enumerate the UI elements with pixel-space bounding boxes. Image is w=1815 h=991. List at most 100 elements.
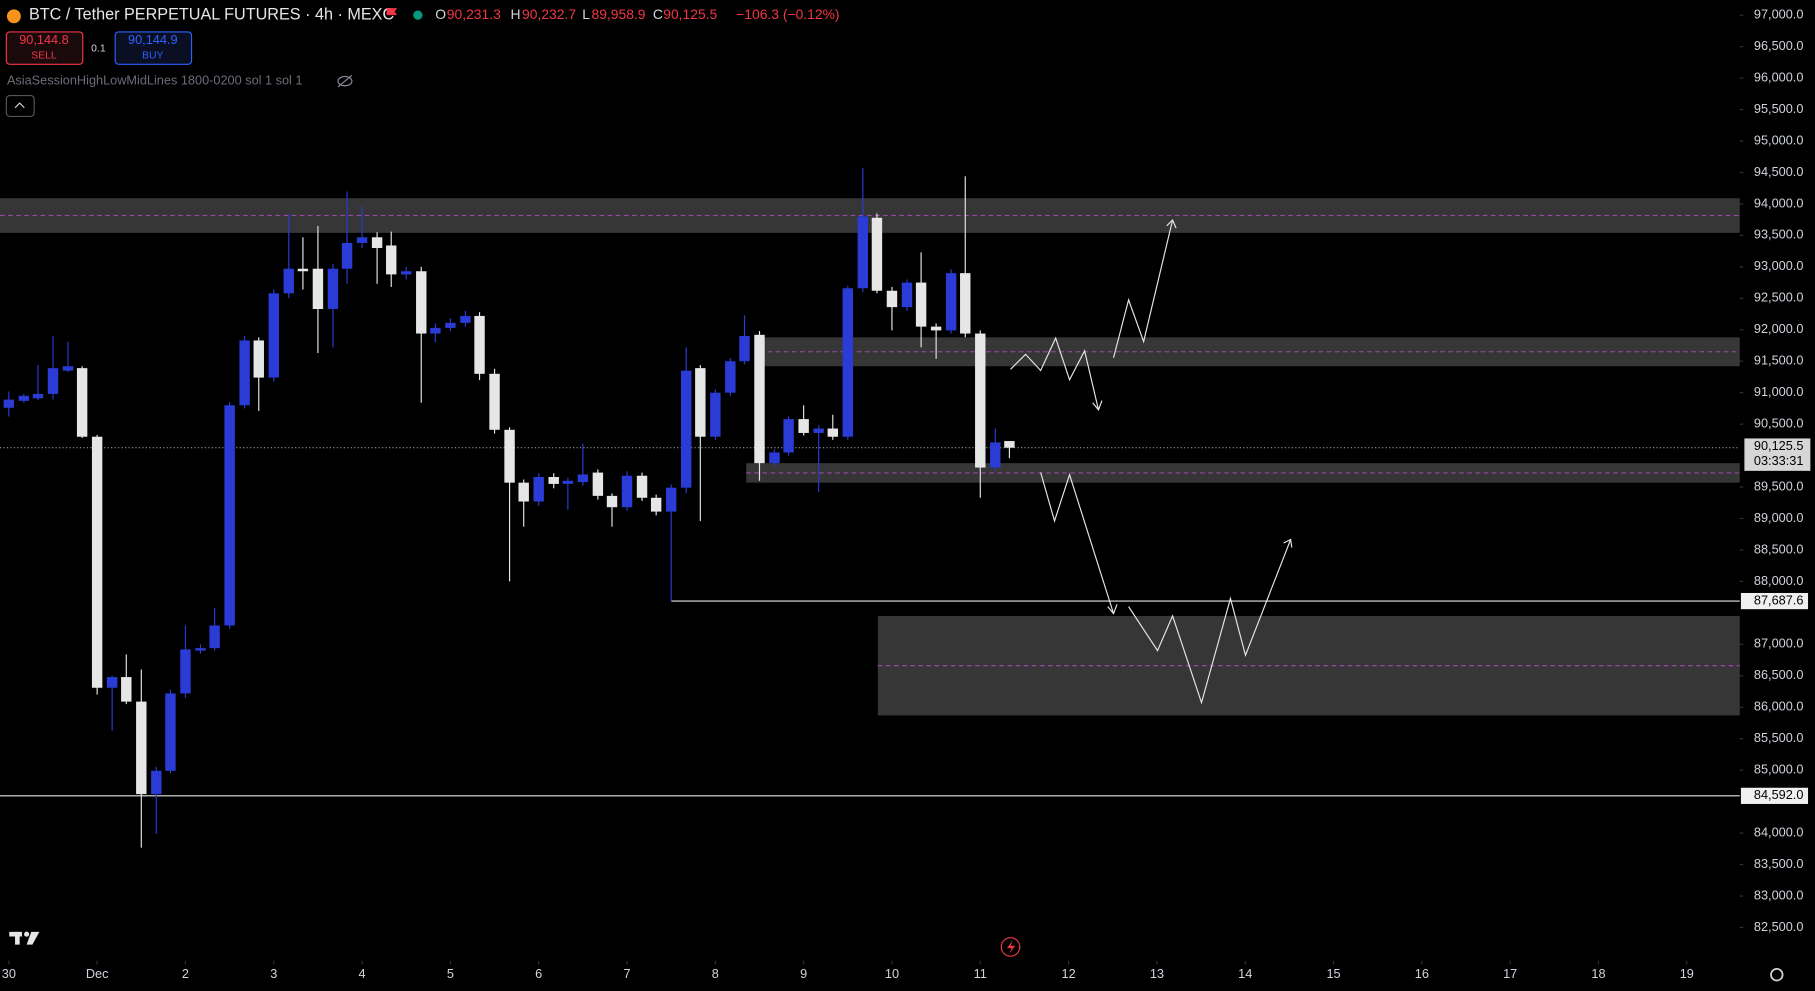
x-tick-label: 14: [1238, 966, 1252, 981]
candle-body: [371, 237, 383, 248]
candle-body: [606, 495, 618, 508]
y-tick-label: 87,000.0: [1754, 636, 1804, 651]
candle-body: [548, 476, 559, 484]
arrow-head: [1092, 400, 1103, 411]
x-tick-label: 12: [1062, 966, 1076, 981]
candle-body: [930, 326, 942, 331]
candle-body: [151, 770, 162, 795]
projection-path: [1010, 336, 1100, 410]
ohlc-value: 90,232.7: [522, 6, 576, 22]
candle-body: [886, 290, 898, 308]
candle-body: [401, 271, 412, 275]
candle-body: [680, 370, 692, 488]
eye-strike[interactable]: [337, 74, 353, 88]
x-tick-label: 4: [359, 966, 366, 981]
x-tick-label: 18: [1591, 966, 1605, 981]
eye-outline[interactable]: [337, 75, 353, 87]
y-tick-label: 92,500.0: [1754, 290, 1804, 305]
candle-body: [3, 399, 15, 408]
candle-body: [341, 242, 353, 269]
x-tick-label: 11: [974, 966, 987, 981]
y-tick-label: 95,500.0: [1754, 101, 1804, 116]
candle-body: [739, 336, 750, 362]
x-tick-label: 17: [1503, 966, 1517, 981]
candle-body: [180, 649, 191, 694]
x-tick-label: 6: [535, 966, 542, 981]
arrow-head: [1166, 218, 1177, 229]
level-label-box: [1740, 592, 1809, 610]
logo-part[interactable]: [24, 931, 30, 937]
candle-body: [76, 368, 88, 437]
logo-part[interactable]: [15, 931, 20, 945]
buy-price[interactable]: 90,144.9: [128, 32, 178, 47]
projection-path: [1112, 219, 1174, 358]
y-tick-label: 89,500.0: [1754, 478, 1804, 493]
candle-body: [195, 648, 206, 651]
x-tick-label: Dec: [86, 966, 109, 981]
symbol-icon: [6, 9, 21, 24]
candle-body: [430, 327, 441, 334]
candle-body: [533, 476, 544, 502]
alert-icon[interactable]: [1000, 937, 1021, 957]
plot-area: [0, 168, 1740, 848]
candle-body: [121, 677, 132, 702]
flag-icon[interactable]: [386, 8, 398, 16]
candle-body: [827, 428, 838, 437]
y-tick-label: 94,000.0: [1754, 195, 1804, 210]
buy-button[interactable]: [114, 31, 193, 65]
ohlc-label: H: [510, 6, 520, 22]
y-tick-label: 86,500.0: [1754, 667, 1804, 682]
buy-label[interactable]: BUY: [142, 50, 163, 61]
y-tick-label: 97,000.0: [1754, 7, 1804, 22]
y-tick-label: 84,000.0: [1754, 824, 1804, 839]
candle-body: [975, 333, 986, 468]
candle-body: [636, 475, 648, 498]
candle-body: [165, 693, 176, 771]
eye-icon[interactable]: [337, 74, 353, 88]
y-tick-label: 96,000.0: [1754, 69, 1804, 84]
x-tick-label: 9: [800, 966, 807, 981]
candle-body: [489, 373, 500, 430]
collapse-button[interactable]: [5, 94, 35, 117]
candle-body: [253, 340, 264, 378]
candle-body: [283, 268, 294, 294]
x-tick-label: 15: [1326, 966, 1340, 981]
y-tick-label: 85,000.0: [1754, 762, 1804, 777]
candle-body: [842, 288, 854, 437]
quantity: 0.1: [91, 43, 106, 54]
candle-body: [224, 405, 235, 626]
candle-body: [136, 701, 147, 795]
candle-body: [783, 419, 794, 453]
y-tick-label: 93,500.0: [1754, 227, 1804, 242]
x-tick-label: 7: [623, 966, 630, 981]
x-tick-label: 30: [2, 966, 16, 981]
x-tick-label: 5: [447, 966, 454, 981]
candle-body: [915, 282, 927, 327]
settings-icon[interactable]: [1770, 968, 1784, 982]
candle-body: [650, 497, 662, 512]
y-tick-label: 92,000.0: [1754, 321, 1804, 336]
x-tick-label: 13: [1150, 966, 1164, 981]
candle-body: [769, 452, 780, 464]
alert-bolt[interactable]: [1007, 939, 1016, 954]
sell-button[interactable]: [5, 31, 84, 65]
sell-price[interactable]: 90,144.8: [19, 32, 69, 47]
x-tick-label: 2: [182, 966, 189, 981]
level-label: 84,592.0: [1754, 787, 1804, 802]
y-tick-label: 94,500.0: [1754, 164, 1804, 179]
candle-body: [268, 293, 279, 378]
y-tick-label: 88,500.0: [1754, 541, 1804, 556]
candle-body: [901, 282, 913, 308]
candle-body: [474, 315, 485, 374]
y-tick-label: 86,000.0: [1754, 699, 1804, 714]
chart-title: BTC / Tether PERPETUAL FUTURES · 4h · ME…: [29, 5, 395, 23]
ohlc-value: 90,125.5: [663, 6, 717, 22]
logo-part[interactable]: [26, 931, 40, 945]
ohlc-label: C: [653, 6, 663, 22]
candle-body: [798, 419, 809, 433]
y-tick-label: 96,500.0: [1754, 38, 1804, 53]
tv-logo[interactable]: [9, 931, 40, 945]
sell-label[interactable]: SELL: [31, 50, 57, 61]
collapse-icon[interactable]: [14, 102, 25, 109]
indicator-label[interactable]: AsiaSessionHighLowMidLines 1800-0200 sol…: [7, 72, 303, 87]
